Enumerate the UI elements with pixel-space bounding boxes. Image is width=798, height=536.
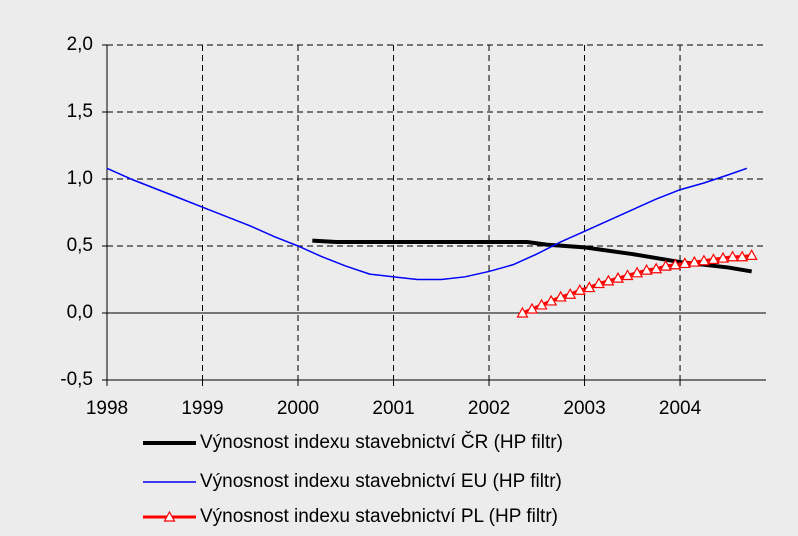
marker	[659, 259, 672, 271]
marker	[745, 249, 758, 260]
x-tick-label: 2004	[659, 398, 702, 419]
marker	[726, 250, 739, 262]
marker	[621, 269, 634, 281]
marker	[736, 250, 749, 262]
marker	[535, 298, 548, 310]
marker	[697, 254, 710, 266]
marker	[564, 288, 577, 299]
y-tick-label: -0,5	[60, 369, 93, 390]
marker	[592, 277, 605, 289]
marker	[688, 255, 701, 267]
x-tick-label: 2002	[468, 398, 510, 419]
marker	[650, 262, 663, 274]
marker	[583, 281, 596, 293]
marker	[707, 253, 720, 264]
marker	[573, 283, 586, 295]
y-tick-label: 0,5	[67, 235, 93, 256]
series-line	[106, 167, 748, 281]
y-tick-label: 0,0	[67, 302, 93, 323]
y-tick-label: 1,0	[67, 168, 93, 189]
marker	[678, 257, 691, 269]
marker	[640, 263, 653, 275]
y-tick-label: 2,0	[67, 34, 93, 55]
marker	[669, 258, 682, 270]
x-tick-label: 2001	[372, 398, 414, 419]
marker	[516, 306, 529, 318]
marker	[545, 294, 558, 306]
marker	[525, 302, 539, 314]
marker	[631, 266, 644, 278]
legend-label: Výnosnost indexu stavebnictví PL (HP fil…	[200, 506, 558, 527]
legend-label: Výnosnost indexu stavebnictví ČR (HP fil…	[200, 431, 563, 453]
marker	[602, 274, 615, 286]
x-tick-label: 1999	[181, 398, 223, 419]
marker	[554, 290, 567, 302]
x-tick-label: 2000	[277, 398, 319, 419]
legend-label: Výnosnost indexu stavebnictví EU (HP fil…	[200, 471, 562, 492]
x-tick-label: 2003	[563, 398, 605, 419]
marker	[717, 251, 730, 263]
y-tick-label: 1,5	[67, 101, 93, 122]
x-tick-label: 1998	[86, 398, 128, 419]
marker	[611, 271, 624, 283]
legend-marker	[163, 510, 176, 522]
